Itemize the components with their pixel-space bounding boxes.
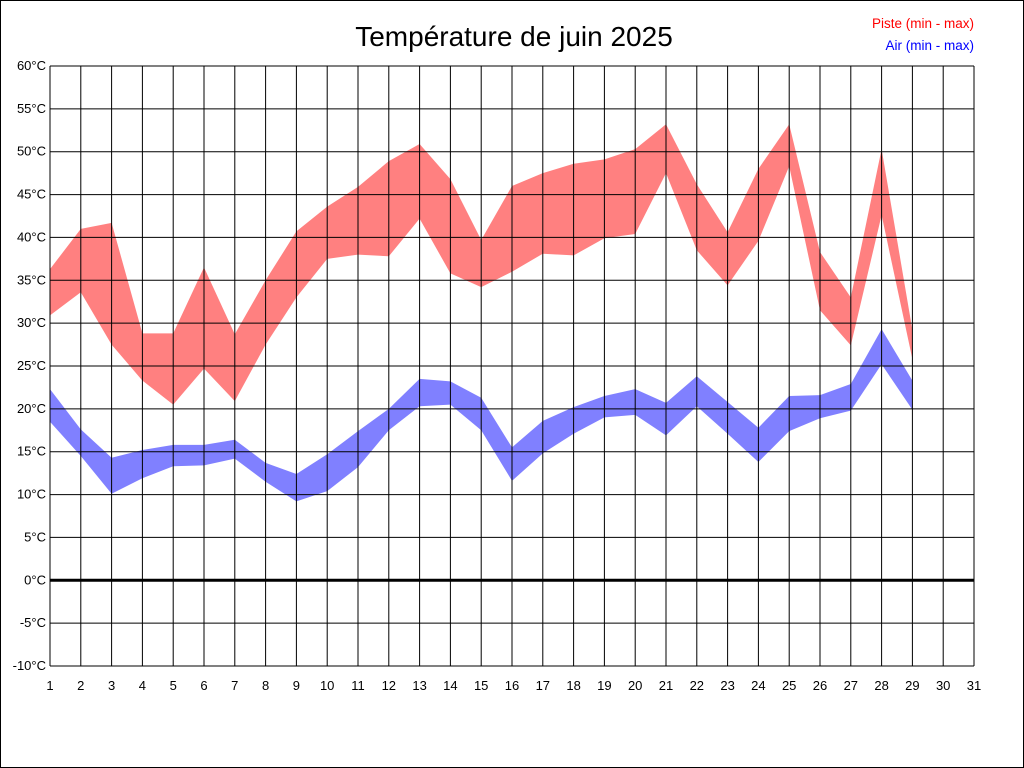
y-tick-label: 35°C: [17, 272, 46, 287]
y-tick-label: 45°C: [17, 187, 46, 202]
x-tick-label: 27: [844, 678, 858, 693]
x-tick-label: 21: [659, 678, 673, 693]
x-tick-label: 25: [782, 678, 796, 693]
y-tick-label: -5°C: [20, 615, 46, 630]
x-tick-label: 4: [139, 678, 146, 693]
x-tick-label: 18: [566, 678, 580, 693]
y-tick-label: -10°C: [13, 658, 46, 673]
y-tick-label: 0°C: [24, 572, 46, 587]
y-tick-label: 50°C: [17, 144, 46, 159]
x-tick-label: 31: [967, 678, 981, 693]
x-tick-label: 29: [905, 678, 919, 693]
x-tick-label: 12: [382, 678, 396, 693]
x-tick-label: 26: [813, 678, 827, 693]
x-tick-label: 11: [351, 678, 365, 693]
y-tick-labels-group: -10°C -5°C 0°C 5°C 10°C 15°C 20°C 25°C 30°C 35°C 4…: [13, 58, 46, 673]
x-tick-label: 15: [474, 678, 488, 693]
x-tick-labels-group: 1 2 3 4 5 6 7 8 9 10 11 12 13 14 15 16 17 18 19 20 21 22 23 24 2…: [46, 678, 981, 693]
x-tick-label: 5: [170, 678, 177, 693]
x-tick-label: 9: [293, 678, 300, 693]
x-tick-label: 7: [231, 678, 238, 693]
x-tick-label: 3: [108, 678, 115, 693]
x-tick-label: 1: [46, 678, 53, 693]
x-tick-label: 10: [320, 678, 334, 693]
x-tick-label: 30: [936, 678, 950, 693]
x-tick-label: 13: [412, 678, 426, 693]
x-tick-label: 19: [597, 678, 611, 693]
y-tick-label: 5°C: [24, 529, 46, 544]
x-tick-label: 2: [77, 678, 84, 693]
legend-air: Air (min - max): [886, 38, 975, 53]
y-tick-label: 60°C: [17, 58, 46, 73]
grid-group: [49, 65, 975, 667]
x-tick-label: 8: [262, 678, 269, 693]
y-tick-label: 10°C: [17, 487, 46, 502]
x-tick-label: 24: [751, 678, 765, 693]
y-tick-label: 25°C: [17, 358, 46, 373]
y-tick-label: 55°C: [17, 101, 46, 116]
x-tick-label: 16: [505, 678, 519, 693]
y-tick-label: 40°C: [17, 229, 46, 244]
x-tick-label: 23: [720, 678, 734, 693]
chart-title: Température de juin 2025: [355, 21, 673, 52]
legend-piste: Piste (min - max): [872, 16, 974, 31]
y-tick-label: 30°C: [17, 315, 46, 330]
x-tick-label: 28: [874, 678, 888, 693]
x-tick-label: 17: [536, 678, 550, 693]
x-tick-label: 14: [443, 678, 457, 693]
y-tick-label: 15°C: [17, 444, 46, 459]
y-tick-label: 20°C: [17, 401, 46, 416]
x-tick-label: 6: [200, 678, 207, 693]
x-tick-label: 22: [690, 678, 704, 693]
x-tick-label: 20: [628, 678, 642, 693]
